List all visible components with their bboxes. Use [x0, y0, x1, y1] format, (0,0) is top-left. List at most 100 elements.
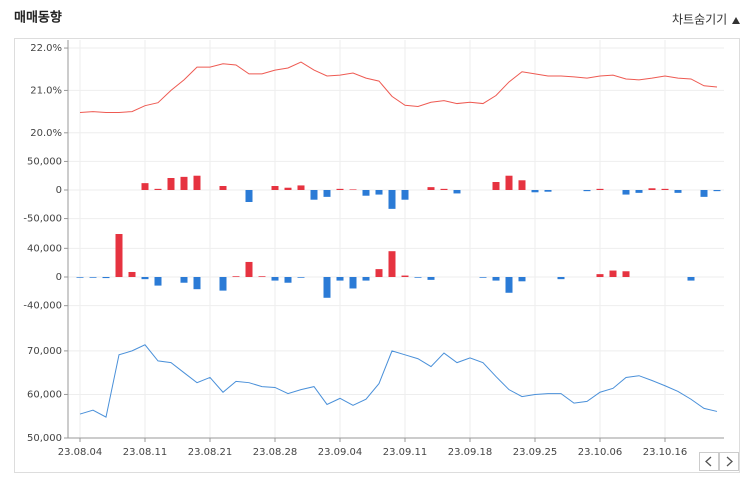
bar — [388, 190, 396, 209]
bar — [271, 277, 279, 281]
y-tick-label: 0 — [56, 272, 62, 283]
bar — [648, 188, 656, 190]
bar — [453, 190, 461, 194]
y-tick-label: -50,000 — [23, 214, 62, 225]
bar — [388, 251, 396, 277]
bar — [245, 190, 253, 202]
x-tick-label: 23.10.06 — [578, 447, 623, 458]
y-tick-label: 0 — [56, 185, 62, 196]
toggle-label[interactable]: 차트숨기기 — [672, 13, 727, 27]
bar — [102, 277, 110, 279]
bar — [297, 185, 305, 190]
bar — [505, 277, 513, 293]
y-tick-label: 50,000 — [27, 433, 62, 444]
bar — [141, 277, 149, 280]
y-tick-label: 20.0% — [30, 128, 62, 139]
bar — [297, 277, 305, 278]
bar — [375, 190, 383, 195]
x-tick-label: 23.09.11 — [383, 447, 428, 458]
bar — [310, 190, 318, 200]
next-box[interactable] — [719, 452, 739, 471]
next-icon[interactable] — [726, 456, 733, 467]
bar — [323, 190, 331, 197]
bar — [713, 190, 721, 192]
bar — [674, 190, 682, 193]
bar — [479, 277, 487, 278]
x-tick-label: 23.09.18 — [448, 447, 493, 458]
bar — [76, 277, 84, 278]
x-tick-label: 23.08.28 — [253, 447, 298, 458]
y-tick-label: -40,000 — [23, 301, 62, 312]
bar — [492, 277, 500, 281]
bar — [349, 189, 357, 190]
bar — [401, 190, 409, 200]
next-button[interactable] — [719, 452, 739, 471]
bar — [622, 271, 630, 277]
bar — [128, 271, 136, 277]
bar — [219, 186, 227, 190]
bar — [440, 188, 448, 190]
toggle-button[interactable]: 차트숨기기 — [672, 13, 740, 27]
bar — [622, 190, 630, 195]
bar — [375, 269, 383, 277]
bar — [362, 277, 370, 281]
bar — [544, 190, 552, 192]
y-tick-label: 21.0% — [30, 85, 62, 96]
prev-button[interactable] — [699, 452, 719, 471]
bar — [414, 277, 422, 278]
bar — [596, 274, 604, 277]
bar — [193, 277, 201, 290]
bar — [687, 277, 695, 281]
bar — [115, 234, 123, 277]
bar — [271, 186, 279, 190]
bar — [154, 277, 162, 286]
x-tick-label: 23.09.04 — [318, 447, 363, 458]
bar — [284, 277, 292, 283]
bar — [180, 277, 188, 283]
bar — [401, 275, 409, 277]
bar — [89, 277, 97, 278]
bar — [609, 270, 617, 277]
bar — [349, 277, 357, 289]
y-tick-label: 70,000 — [27, 346, 62, 357]
bar — [531, 190, 539, 193]
bar — [323, 277, 331, 298]
bar — [557, 277, 565, 280]
bar — [583, 190, 591, 192]
bar — [336, 188, 344, 190]
bar — [505, 175, 513, 190]
bar — [427, 277, 435, 280]
bar — [154, 188, 162, 190]
bar — [518, 277, 526, 282]
bar — [492, 182, 500, 190]
bar — [427, 187, 435, 190]
bar — [661, 188, 669, 190]
bar — [219, 277, 227, 291]
x-tick-label: 23.08.11 — [123, 447, 168, 458]
x-tick-label: 23.10.16 — [643, 447, 688, 458]
line — [79, 61, 718, 113]
y-tick-label: 50,000 — [27, 156, 62, 167]
bar — [180, 176, 188, 190]
bar — [700, 190, 708, 197]
line — [79, 344, 718, 418]
bar — [518, 180, 526, 190]
x-tick-label: 23.08.21 — [188, 447, 233, 458]
bar — [245, 261, 253, 277]
prev-icon[interactable] — [705, 456, 712, 467]
bar — [284, 187, 292, 190]
bar — [167, 178, 175, 190]
bar — [596, 188, 604, 190]
y-tick-label: 22.0% — [30, 43, 62, 54]
y-tick-label: 40,000 — [27, 243, 62, 254]
bar — [336, 277, 344, 281]
bar — [258, 276, 266, 277]
bar — [141, 183, 149, 190]
prev-box[interactable] — [699, 452, 719, 471]
bar — [362, 190, 370, 196]
bar — [193, 175, 201, 190]
x-tick-label: 23.09.25 — [513, 447, 558, 458]
toggle-icon[interactable] — [732, 17, 740, 24]
